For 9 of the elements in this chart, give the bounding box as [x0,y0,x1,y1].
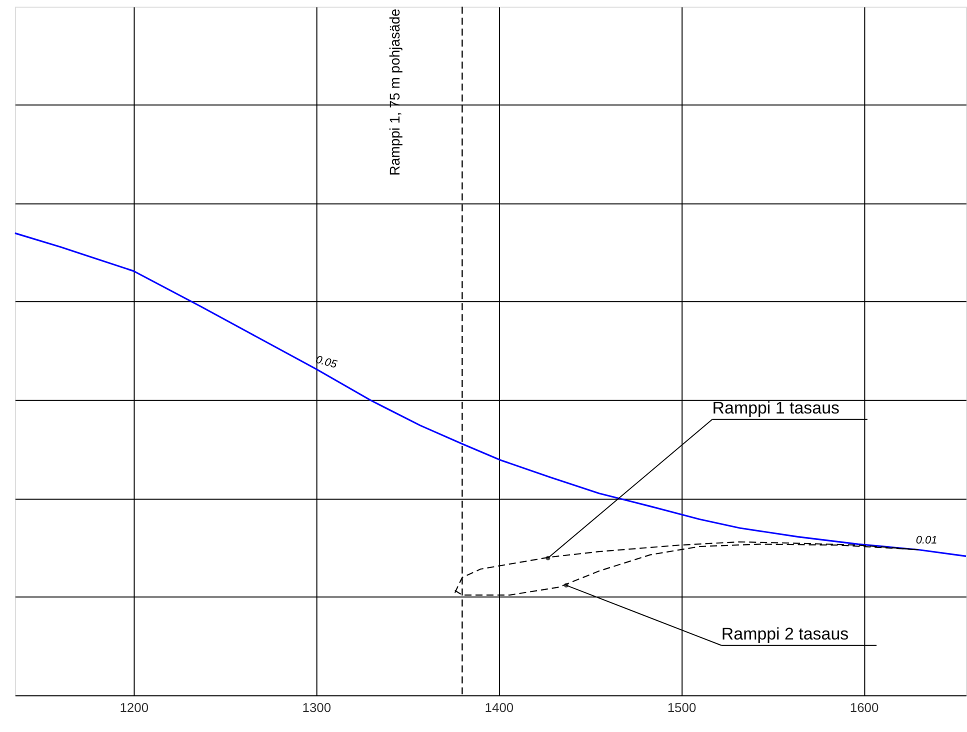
x-tick-label: 1300 [302,700,332,715]
x-tick-label: 1600 [850,700,879,715]
x-tick-label: 1500 [667,700,696,715]
annotation: 0.01 [916,534,938,547]
annotation: Ramppi 2 tasaus [721,624,849,644]
annotation: 0.05 [314,354,339,372]
x-tick-label: 1200 [120,700,149,715]
x-tick-label: 1400 [484,700,514,715]
annotation: Ramppi 1 tasaus [712,398,840,418]
